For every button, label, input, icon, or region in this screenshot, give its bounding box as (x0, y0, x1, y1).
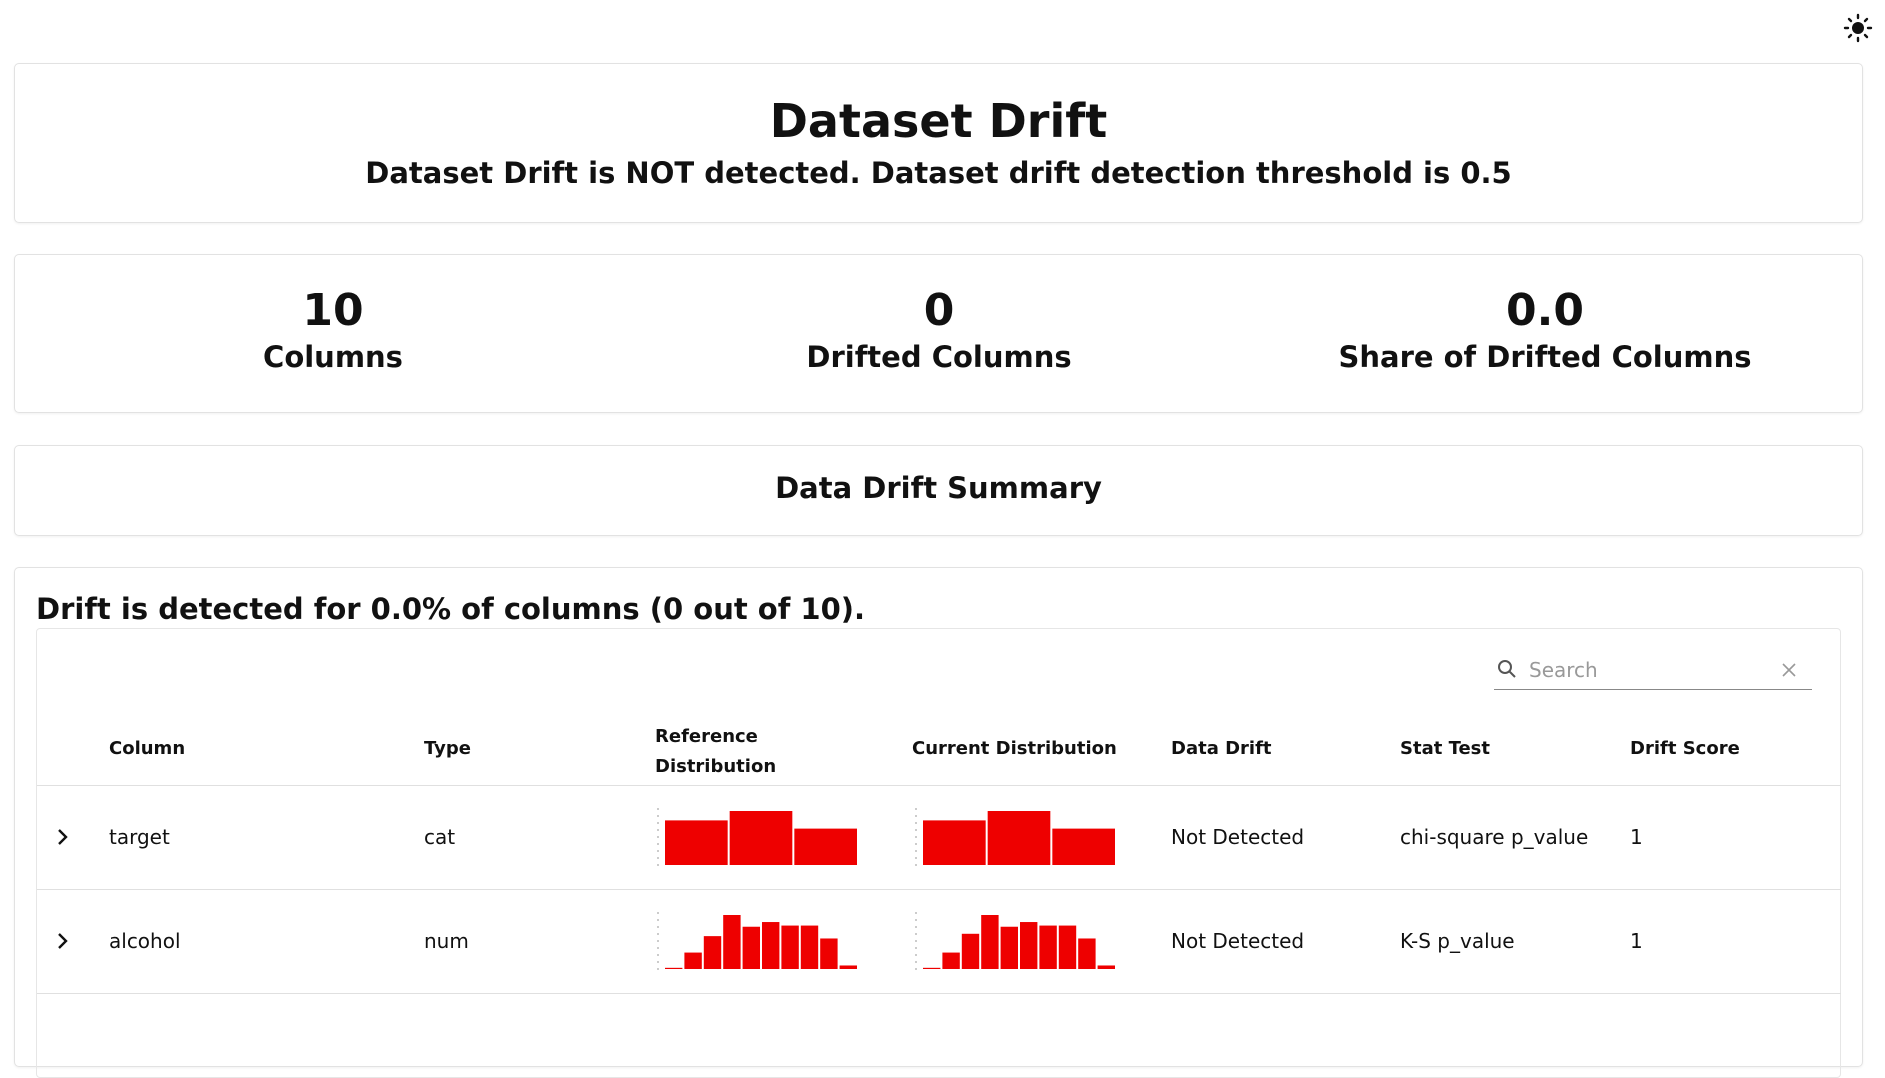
cell-stat-test: chi-square p_value (1400, 825, 1589, 849)
histogram-bar (665, 967, 683, 969)
search-box[interactable]: Search (1494, 652, 1812, 690)
counter-label: Drifted Columns (806, 340, 1072, 374)
subtitle: Dataset Drift is NOT detected. Dataset d… (365, 156, 1512, 190)
counter-label: Share of Drifted Columns (1338, 340, 1752, 374)
chevron-path (58, 829, 68, 845)
counter: 0.0 Share of Drifted Columns (1227, 285, 1863, 374)
counter: 10 Columns (15, 285, 651, 374)
histogram-bar (723, 915, 741, 969)
histogram-bar (794, 828, 857, 865)
histogram (915, 808, 1115, 866)
histogram-bar (961, 933, 980, 969)
cell-type: cat (424, 825, 456, 849)
drift-header-card: Dataset Drift Dataset Drift is NOT detec… (14, 63, 1863, 223)
histogram-bar (942, 952, 960, 969)
row-divider (37, 993, 1841, 994)
counter-value: 10 (302, 285, 364, 336)
column-header: Type (424, 738, 471, 759)
column-header: Column (109, 738, 186, 759)
search-placeholder: Search (1529, 658, 1598, 682)
cell-drift-score: 1 (1630, 929, 1643, 953)
counters-card: 10 Columns 0 Drifted Columns 0.0 Share o… (14, 254, 1863, 413)
histogram-bar (1058, 925, 1077, 969)
histogram-bar (781, 925, 799, 969)
histogram-bar (684, 952, 702, 969)
row-divider (37, 889, 1841, 890)
histogram-bar (1052, 828, 1115, 865)
header-divider (37, 785, 1841, 786)
clear-icon[interactable] (1781, 662, 1797, 678)
counter-label: Columns (263, 340, 403, 374)
histogram-bar (742, 926, 760, 969)
histogram-bar (1097, 965, 1115, 969)
chevron-path (58, 933, 68, 949)
cell-stat-test: K-S p_value (1400, 929, 1515, 953)
histogram-bar (762, 922, 780, 969)
cell-column: alcohol (109, 929, 181, 953)
counter-value: 0 (923, 285, 955, 336)
histogram (657, 808, 857, 866)
table-caption: Drift is detected for 0.0% of columns (0… (36, 592, 866, 626)
column-header: Current Distribution (912, 738, 1117, 759)
summary-card: Data Drift Summary (14, 445, 1863, 536)
page: Dataset Drift Dataset Drift is NOT detec… (14, 13, 1873, 1078)
histogram-bar (923, 967, 941, 969)
cell-data-drift: Not Detected (1171, 929, 1305, 953)
column-header: Drift Score (1630, 738, 1740, 759)
column-header: Reference Distribution (655, 726, 777, 777)
histogram-bar (800, 925, 819, 969)
histogram-bar (839, 965, 857, 969)
expand-chevron[interactable] (55, 931, 71, 951)
counter-value: 0.0 (1506, 285, 1584, 336)
histogram-bar (987, 811, 1051, 865)
histogram-bar (665, 820, 728, 865)
histogram-bar (1078, 938, 1096, 969)
title: Dataset Drift (769, 94, 1108, 148)
histogram-bar (981, 915, 999, 969)
table-card: Drift is detected for 0.0% of columns (0… (14, 567, 1863, 1067)
summary-title: Data Drift Summary (775, 471, 1102, 505)
cell-type: num (424, 929, 469, 953)
column-header: Stat Test (1400, 738, 1490, 759)
histogram-bar (1039, 925, 1057, 969)
column-header: Data Drift (1171, 738, 1272, 759)
histogram (915, 912, 1115, 970)
histogram-bar (729, 811, 793, 865)
cell-drift-score: 1 (1630, 825, 1643, 849)
cell-column: target (109, 825, 170, 849)
search-icon (1498, 660, 1516, 678)
histogram-bar (703, 936, 722, 969)
histogram-bar (820, 938, 838, 969)
histogram-bar (923, 820, 986, 865)
histogram-bar (1000, 926, 1018, 969)
cell-data-drift: Not Detected (1171, 825, 1305, 849)
counter: 0 Drifted Columns (621, 285, 1257, 374)
theme-toggle[interactable] (1843, 13, 1873, 43)
histogram (657, 912, 857, 970)
histogram-bar (1020, 922, 1038, 969)
expand-chevron[interactable] (55, 827, 71, 847)
